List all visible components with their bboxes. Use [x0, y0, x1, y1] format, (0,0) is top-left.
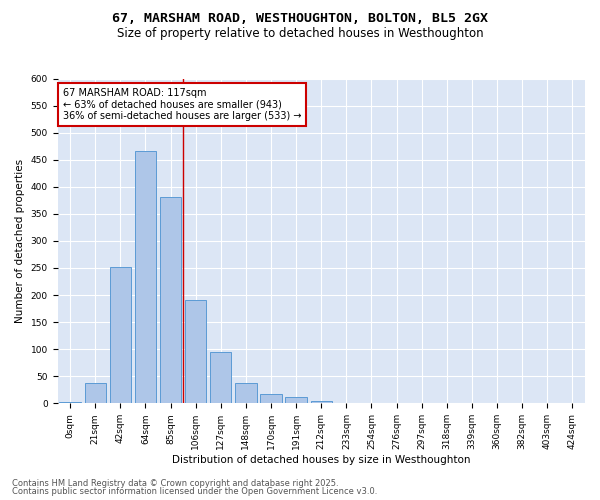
Bar [336, 403, 357, 404]
Bar [110, 267, 131, 404]
Bar [210, 352, 232, 404]
Text: Contains HM Land Registry data © Crown copyright and database right 2025.: Contains HM Land Registry data © Crown c… [12, 478, 338, 488]
X-axis label: Distribution of detached houses by size in Westhoughton: Distribution of detached houses by size … [172, 455, 470, 465]
Bar [135, 150, 156, 404]
Bar [311, 401, 332, 404]
Bar [185, 300, 206, 404]
Text: 67 MARSHAM ROAD: 117sqm
← 63% of detached houses are smaller (943)
36% of semi-d: 67 MARSHAM ROAD: 117sqm ← 63% of detache… [63, 88, 301, 122]
Bar [160, 196, 181, 404]
Text: 67, MARSHAM ROAD, WESTHOUGHTON, BOLTON, BL5 2GX: 67, MARSHAM ROAD, WESTHOUGHTON, BOLTON, … [112, 12, 488, 26]
Bar [260, 394, 282, 404]
Bar [85, 383, 106, 404]
Bar [59, 402, 81, 404]
Text: Size of property relative to detached houses in Westhoughton: Size of property relative to detached ho… [116, 28, 484, 40]
Text: Contains public sector information licensed under the Open Government Licence v3: Contains public sector information licen… [12, 487, 377, 496]
Y-axis label: Number of detached properties: Number of detached properties [15, 159, 25, 323]
Bar [286, 398, 307, 404]
Bar [235, 384, 257, 404]
